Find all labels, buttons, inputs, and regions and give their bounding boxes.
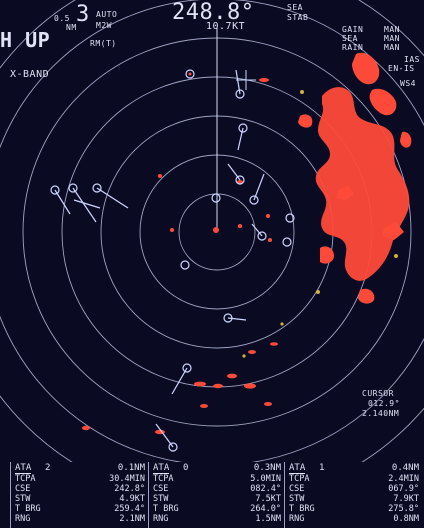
ata-value: 7.9KT [393,494,419,504]
ata-data-panel: ATA 2 0.1NM TCPA 30.4MIN CSE 242.8° STW 4.9KT… [0,462,424,528]
ata-block-2[interactable]: ATA 0 0.3NM TCPA 5.0MIN CSE 082.4° STW 7.5KT … [148,462,285,528]
ata-block-1[interactable]: ATA 2 0.1NM TCPA 30.4MIN CSE 242.8° STW 4.9KT… [10,462,149,528]
ata-value: 4.9KT [119,494,145,504]
ata-value: 5.0MIN [250,474,281,484]
sea-mode[interactable]: SEA [287,3,303,12]
ata-value: 2.1NM [119,514,145,524]
gain-mode[interactable]: AUTO [96,10,118,19]
ata-key: TCPA [289,474,310,484]
tracked-target [285,213,295,223]
tracked-target [227,163,245,185]
sea-label: SEA [342,34,358,43]
band-indicator: X-BAND [10,69,50,80]
tracked-target [50,185,71,215]
cursor-label: CURSOR [362,389,394,398]
tracked-target [185,69,195,79]
stab-mode[interactable]: STAB [287,13,309,22]
cursor-bearing: 012.9° [368,399,400,408]
tracked-target [235,69,245,99]
orientation-mode[interactable]: H UP [0,28,51,52]
ata-value: 1.5NM [255,514,281,524]
motion-mode[interactable]: RM(T) [90,39,117,48]
range-scale[interactable]: 3 [76,2,90,27]
tracked-target [68,183,97,223]
ata-top-value: 0.1NM [117,463,145,473]
tracked-target [249,173,265,205]
sea-value[interactable]: MAN [384,34,400,43]
ata-key: CSE [289,484,305,494]
ata-top-value: 0.3NM [253,463,281,473]
ata-value: 264.0° [250,504,281,514]
en-indicator: EN-IS [388,64,415,73]
ata-top-value: 0.4NM [391,463,419,473]
ata-block-3[interactable]: ATA 1 0.4NM TCPA 2.4MIN CSE 067.9° STW 7.9KT … [284,462,423,528]
tracked-target [211,193,221,203]
ata-key: TCPA [153,474,174,484]
ata-title: ATA [289,463,306,474]
speed-readout: 10.7KT [206,21,246,32]
ata-key: STW [289,494,305,504]
tracked-target [223,313,247,323]
tracked-target [282,237,292,247]
small-echoes [82,78,278,435]
tracked-target [155,423,178,452]
tracked-target [180,260,190,270]
tracked-target [237,123,248,151]
ata-value: 259.4° [114,504,145,514]
ata-key: TCPA [15,474,36,484]
gain-label: GAIN [342,25,364,34]
ata-key: T BRG [153,504,179,514]
ata-key: STW [153,494,169,504]
weak-echoes [242,90,398,358]
ring-interval: 0.5 [54,14,70,23]
ata-value: 30.4MIN [109,474,145,484]
ata-value: 275.8° [388,504,419,514]
ata-key: T BRG [289,504,315,514]
ata-value: 2.4MIN [388,474,419,484]
ata-title: ATA [153,463,170,474]
ata-value: 0.8NM [393,514,419,524]
ata-id: 1 [319,463,325,473]
rain-value[interactable]: MAN [384,43,400,52]
rain-label: RAIN [342,43,364,52]
ata-key: RNG [15,514,31,524]
ias-indicator: IAS [404,55,420,64]
ata-id: 2 [45,463,51,473]
ata-value: 067.9° [388,484,419,494]
pulse-length[interactable]: M2W [96,21,112,30]
ata-key: RNG [289,514,305,524]
tracked-target [73,199,101,209]
ata-value: 242.8° [114,484,145,494]
heading-readout: 248.8° [172,0,255,25]
ata-key: CSE [153,484,169,494]
ata-title: ATA [15,463,32,474]
land-echo-cluster [298,52,412,304]
ata-key: T BRG [15,504,41,514]
tracked-targets[interactable] [50,69,295,452]
tracked-target [92,183,129,209]
ata-value: 082.4° [250,484,281,494]
ata-id: 0 [183,463,189,473]
gain-value[interactable]: MAN [384,25,400,34]
cursor-range: 2.140NM [362,409,400,418]
tracked-target [251,223,267,241]
tracked-target [171,363,192,395]
ata-key: CSE [15,484,31,494]
cursor-crosshair[interactable] [236,70,256,90]
ata-key: STW [15,494,31,504]
ata-key: RNG [153,514,169,524]
range-unit: NM [66,23,77,32]
ws-indicator: WS4 [400,79,416,88]
ata-value: 7.5KT [255,494,281,504]
